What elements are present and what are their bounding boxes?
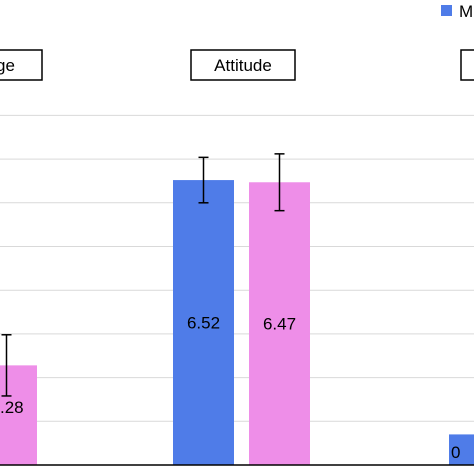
bar-value-label: 6.47 [263,315,296,334]
legend-swatch [441,5,452,16]
legend-label: M [459,2,473,21]
panel-label: ge [0,56,15,75]
legend: M [441,2,473,21]
bar [173,180,234,466]
panel-label-box [460,49,474,81]
bar [249,182,310,466]
panel-labels: ge Attitude [0,49,474,81]
bar [449,434,474,465]
bar-value-label: 0 [451,443,460,462]
bar-value-labels: .28 6.52 6.47 0 [0,314,460,462]
panel-label-box [0,49,43,81]
bars [0,180,474,466]
error-bars [1,153,285,397]
panel-label-box [190,49,296,81]
gridlines [0,114,474,422]
bar-value-label: 6.52 [187,314,220,333]
panel-label: Attitude [214,56,272,75]
bar-value-label: .28 [0,398,24,417]
